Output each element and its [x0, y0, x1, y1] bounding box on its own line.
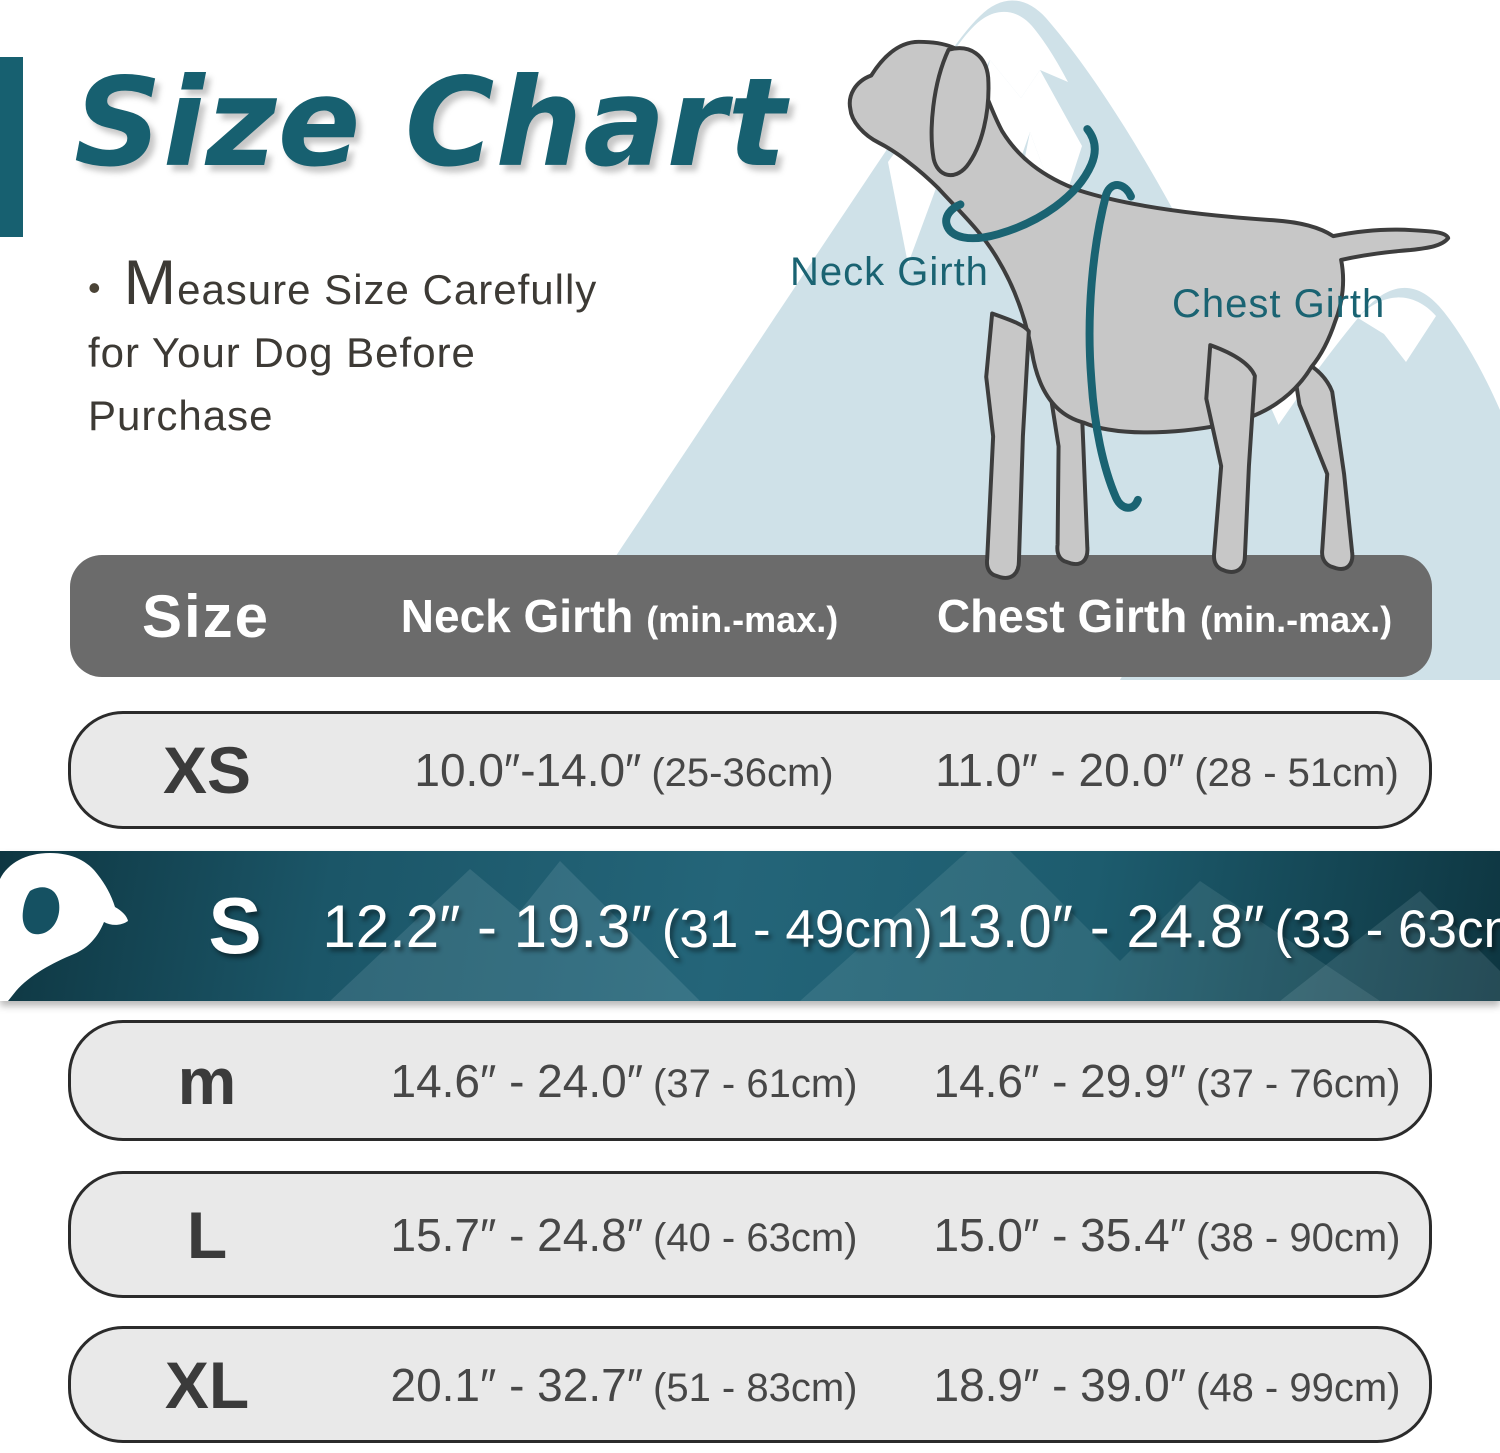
page-title: Size Chart [74, 52, 788, 194]
m-chest-cm: (37 - 76cm) [1196, 1061, 1401, 1106]
title-accent-bar [0, 57, 23, 237]
xs-neck-cm: (25-36cm) [651, 751, 834, 795]
mountain-right-snow [1358, 297, 1436, 362]
header-neck-girth-note: (min.-max.) [646, 599, 839, 640]
xs-neck-inches: 10.0″-14.0″ [414, 744, 642, 796]
band-dog-head-icon [0, 853, 128, 1001]
xl-chest-cm: (48 - 99cm) [1196, 1365, 1401, 1410]
l-chest-girth-value: 15.0″ - 35.4″ (38 - 90cm) [905, 1208, 1429, 1262]
mountain-main [580, 0, 1352, 663]
size-row-s-highlighted: S 12.2″ - 19.3″ (31 - 49cm) 13.0″ - 24.8″… [0, 851, 1500, 1001]
size-label-xl: XL [164, 1347, 250, 1422]
dog-rear-near-leg [1204, 343, 1257, 574]
l-neck-inches: 15.7″ - 24.8″ [390, 1208, 643, 1261]
s-neck-inches: 12.2″ - 19.3″ [322, 892, 652, 960]
dog-ear [929, 46, 991, 177]
header-size: Size [141, 582, 271, 650]
measure-note-line-2: for Your Dog Before [88, 329, 476, 376]
size-row-m: m 14.6″ - 24.0″ (37 - 61cm) 14.6″ - 29.9″… [68, 1020, 1432, 1141]
header-neck-girth: Neck Girth (min.-max.) [342, 589, 897, 643]
band-dog-head-silhouette [0, 853, 128, 1001]
size-row-l: L 15.7″ - 24.8″ (40 - 63cm) 15.0″ - 35.4″… [68, 1171, 1432, 1298]
dog-illustration [847, 39, 1451, 580]
header-chest-girth-note: (min.-max.) [1200, 599, 1393, 640]
size-row-xs: XS 10.0″-14.0″ (25-36cm) 11.0″ - 20.0″ (28… [68, 711, 1432, 829]
xs-chest-cm: (28 - 51cm) [1194, 751, 1399, 795]
measure-note-line-1: • Measure Size Carefully [88, 252, 748, 321]
bullet-dot: • [88, 267, 102, 308]
m-chest-girth-value: 14.6″ - 29.9″ (37 - 76cm) [905, 1054, 1429, 1108]
header-chest-girth: Chest Girth (min.-max.) [897, 589, 1432, 643]
chest-girth-line [1085, 181, 1142, 512]
s-neck-cm: (31 - 49cm) [661, 899, 933, 959]
xl-chest-inches: 18.9″ - 39.0″ [933, 1358, 1186, 1411]
l-neck-cm: (40 - 63cm) [653, 1215, 858, 1260]
m-neck-inches: 14.6″ - 24.0″ [390, 1054, 643, 1107]
dog-front-near-leg [984, 311, 1031, 580]
m-neck-cm: (37 - 61cm) [653, 1061, 858, 1106]
xl-neck-cm: (51 - 83cm) [653, 1365, 858, 1410]
band-mountain-watermark [330, 851, 1500, 1001]
measure-note: • Measure Size Carefully for Your Dog Bef… [88, 252, 748, 447]
note-initial: M [123, 248, 178, 318]
dog-rear-far-leg [1289, 353, 1355, 571]
table-header-row: Size Neck Girth (min.-max.) Chest Girth … [70, 555, 1432, 677]
header-neck-girth-text: Neck Girth [400, 590, 634, 642]
chest-girth-label: Chest Girth [1172, 282, 1386, 326]
note-line1-text: easure Size Carefully [177, 266, 598, 313]
l-neck-girth-value: 15.7″ - 24.8″ (40 - 63cm) [343, 1208, 905, 1262]
l-chest-cm: (38 - 90cm) [1196, 1215, 1401, 1260]
dog-body-silhouette [847, 39, 1451, 435]
size-label-m: m [177, 1043, 237, 1118]
xl-neck-inches: 20.1″ - 32.7″ [390, 1358, 643, 1411]
xl-chest-girth-value: 18.9″ - 39.0″ (48 - 99cm) [905, 1358, 1429, 1412]
xs-neck-girth-value: 10.0″-14.0″ (25-36cm) [343, 743, 905, 797]
xs-chest-inches: 11.0″ - 20.0″ [935, 744, 1185, 796]
s-chest-girth-value: 13.0″ - 24.8″(33 - 63cm) [935, 892, 1500, 961]
xl-neck-girth-value: 20.1″ - 32.7″ (51 - 83cm) [343, 1358, 905, 1412]
m-chest-inches: 14.6″ - 29.9″ [933, 1054, 1186, 1107]
s-chest-cm: (33 - 63cm) [1274, 899, 1500, 959]
measure-note-line-3: Purchase [88, 392, 274, 439]
band-dog-ear [22, 887, 60, 935]
size-label-l: L [186, 1197, 228, 1272]
size-row-xl: XL 20.1″ - 32.7″ (51 - 83cm) 18.9″ - 39.0… [68, 1326, 1432, 1443]
l-chest-inches: 15.0″ - 35.4″ [933, 1208, 1186, 1261]
size-label-s: S [208, 881, 262, 970]
header-chest-girth-text: Chest Girth [936, 590, 1188, 642]
size-label-xs: XS [162, 733, 252, 807]
neck-girth-label: Neck Girth [790, 250, 989, 294]
s-chest-inches: 13.0″ - 24.8″ [935, 892, 1265, 960]
m-neck-girth-value: 14.6″ - 24.0″ (37 - 61cm) [343, 1054, 905, 1108]
xs-chest-girth-value: 11.0″ - 20.0″ (28 - 51cm) [905, 743, 1429, 797]
s-neck-girth-value: 12.2″ - 19.3″ (31 - 49cm) [320, 892, 935, 961]
neck-girth-line [942, 125, 1099, 243]
